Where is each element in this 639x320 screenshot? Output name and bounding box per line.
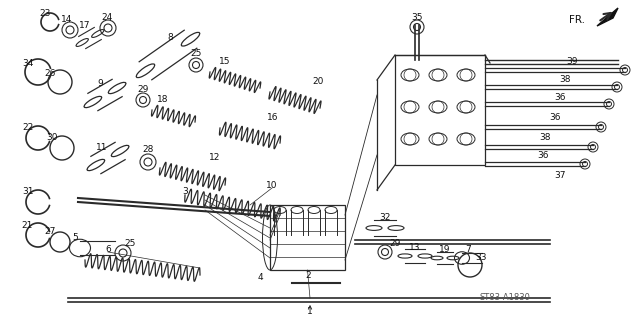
Text: 1: 1 xyxy=(307,308,313,316)
Text: 35: 35 xyxy=(412,12,423,21)
Text: 10: 10 xyxy=(266,180,278,189)
Text: 27: 27 xyxy=(44,228,56,236)
Text: 11: 11 xyxy=(96,142,108,151)
Text: 12: 12 xyxy=(210,154,220,163)
Text: 14: 14 xyxy=(61,15,73,25)
Text: 9: 9 xyxy=(97,78,103,87)
Text: FR.: FR. xyxy=(569,15,585,25)
Text: 28: 28 xyxy=(142,146,154,155)
Text: 36: 36 xyxy=(537,150,549,159)
Text: 6: 6 xyxy=(105,245,111,254)
Bar xyxy=(270,205,345,270)
Text: 17: 17 xyxy=(79,21,91,30)
Text: 15: 15 xyxy=(219,58,231,67)
Text: 3: 3 xyxy=(182,187,188,196)
Text: 25: 25 xyxy=(125,238,135,247)
Text: 32: 32 xyxy=(380,213,390,222)
Polygon shape xyxy=(597,8,618,26)
Text: 33: 33 xyxy=(475,253,487,262)
Text: 26: 26 xyxy=(44,68,56,77)
Text: 2: 2 xyxy=(305,270,311,279)
Text: 19: 19 xyxy=(439,244,450,253)
Text: 29: 29 xyxy=(389,238,401,247)
Text: 36: 36 xyxy=(550,114,561,123)
Text: 24: 24 xyxy=(102,13,112,22)
Text: 34: 34 xyxy=(22,59,34,68)
Text: 22: 22 xyxy=(22,124,34,132)
Text: 37: 37 xyxy=(554,171,566,180)
Text: 31: 31 xyxy=(22,188,34,196)
Text: 21: 21 xyxy=(21,220,33,229)
Text: 23: 23 xyxy=(40,9,50,18)
Text: 38: 38 xyxy=(539,132,551,141)
Text: 7: 7 xyxy=(465,244,471,253)
Text: 38: 38 xyxy=(559,76,571,84)
Text: ST83-A1830: ST83-A1830 xyxy=(479,293,530,302)
Text: 25: 25 xyxy=(190,50,202,59)
Text: 8: 8 xyxy=(167,34,173,43)
Text: 5: 5 xyxy=(72,234,78,243)
Text: 39: 39 xyxy=(566,58,578,67)
Text: 4: 4 xyxy=(257,274,263,283)
Text: 18: 18 xyxy=(157,95,169,105)
Text: 20: 20 xyxy=(312,77,324,86)
Text: 36: 36 xyxy=(554,93,566,102)
Text: 16: 16 xyxy=(267,114,279,123)
Text: 29: 29 xyxy=(137,84,149,93)
Text: 13: 13 xyxy=(409,243,420,252)
Bar xyxy=(395,55,485,165)
Text: 30: 30 xyxy=(46,133,58,142)
